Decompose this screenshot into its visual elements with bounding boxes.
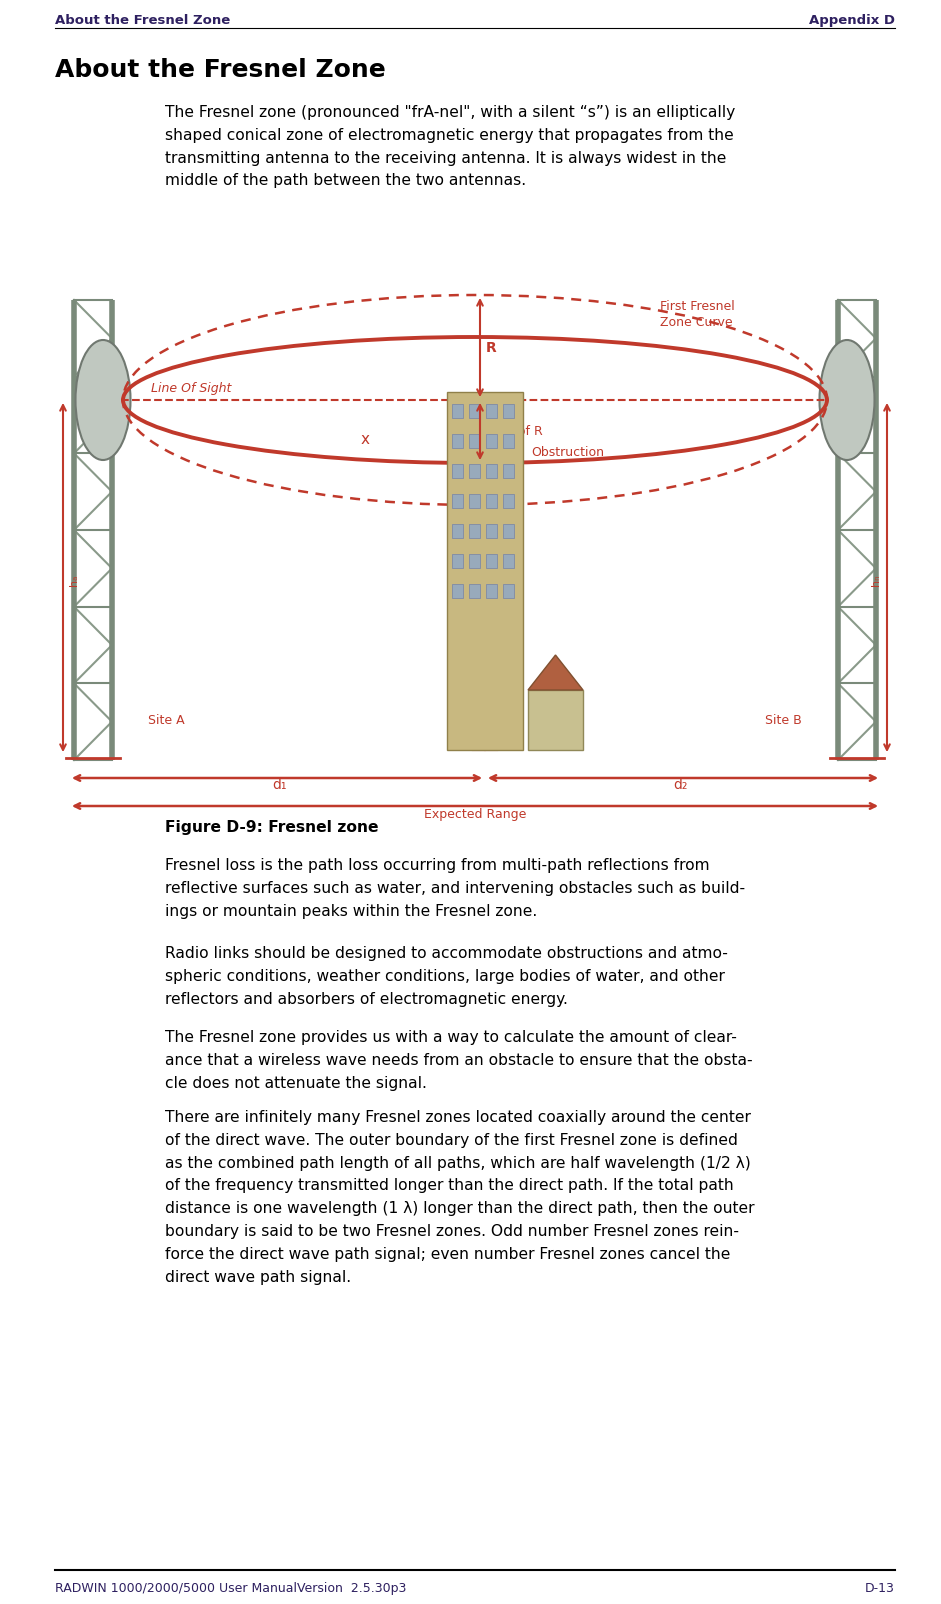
- Bar: [447, 391, 523, 751]
- Text: Fresnel loss is the path loss occurring from multi-path reflections from
reflect: Fresnel loss is the path loss occurring …: [165, 858, 745, 919]
- Text: The Fresnel zone provides us with a way to calculate the amount of clear-
ance t: The Fresnel zone provides us with a way …: [165, 1030, 753, 1091]
- Bar: [469, 464, 480, 478]
- Bar: [486, 404, 497, 419]
- Bar: [503, 553, 514, 568]
- Bar: [486, 525, 497, 537]
- Bar: [469, 525, 480, 537]
- Bar: [528, 690, 583, 751]
- Polygon shape: [528, 654, 583, 690]
- Text: Expected Range: Expected Range: [423, 808, 526, 821]
- Text: About the Fresnel Zone: About the Fresnel Zone: [55, 14, 231, 27]
- Text: Site A: Site A: [148, 714, 184, 727]
- Bar: [503, 494, 514, 508]
- Bar: [452, 494, 463, 508]
- Bar: [469, 553, 480, 568]
- Bar: [503, 584, 514, 598]
- Bar: [486, 464, 497, 478]
- Text: d₁: d₁: [272, 778, 287, 792]
- Bar: [469, 404, 480, 419]
- Bar: [452, 435, 463, 448]
- Text: Site B: Site B: [765, 714, 802, 727]
- Text: hₐ: hₐ: [69, 574, 79, 585]
- Text: The Fresnel zone (pronounced "frA-nel", with a silent “s”) is an elliptically
sh: The Fresnel zone (pronounced "frA-nel", …: [165, 104, 735, 188]
- Text: First Fresnel
Zone Curve: First Fresnel Zone Curve: [660, 300, 735, 329]
- Bar: [469, 494, 480, 508]
- Text: x: x: [360, 433, 370, 448]
- Bar: [486, 584, 497, 598]
- Bar: [452, 404, 463, 419]
- Bar: [452, 525, 463, 537]
- Text: Line Of Sight: Line Of Sight: [151, 382, 231, 395]
- Ellipse shape: [820, 340, 874, 460]
- Text: d₂: d₂: [674, 778, 688, 792]
- Bar: [503, 435, 514, 448]
- Bar: [469, 584, 480, 598]
- Bar: [503, 404, 514, 419]
- Text: Obstruction: Obstruction: [531, 446, 604, 459]
- Text: Figure D-9: Fresnel zone: Figure D-9: Fresnel zone: [165, 820, 378, 836]
- Text: About the Fresnel Zone: About the Fresnel Zone: [55, 58, 386, 82]
- Bar: [503, 525, 514, 537]
- Bar: [469, 435, 480, 448]
- Ellipse shape: [75, 340, 131, 460]
- Bar: [452, 584, 463, 598]
- Text: R: R: [486, 340, 497, 354]
- Text: RADWIN 1000/2000/5000 User ManualVersion  2.5.30p3: RADWIN 1000/2000/5000 User ManualVersion…: [55, 1582, 407, 1594]
- Text: Radio links should be designed to accommodate obstructions and atmo-
spheric con: Radio links should be designed to accomm…: [165, 946, 728, 1007]
- Text: hₙ: hₙ: [871, 574, 881, 585]
- Bar: [503, 464, 514, 478]
- Text: 60% of R: 60% of R: [486, 425, 543, 438]
- Bar: [452, 464, 463, 478]
- Text: D-13: D-13: [865, 1582, 895, 1594]
- Text: Appendix D: Appendix D: [809, 14, 895, 27]
- Bar: [452, 553, 463, 568]
- Bar: [486, 435, 497, 448]
- Text: There are infinitely many Fresnel zones located coaxially around the center
of t: There are infinitely many Fresnel zones …: [165, 1110, 755, 1285]
- Bar: [486, 494, 497, 508]
- Bar: [486, 553, 497, 568]
